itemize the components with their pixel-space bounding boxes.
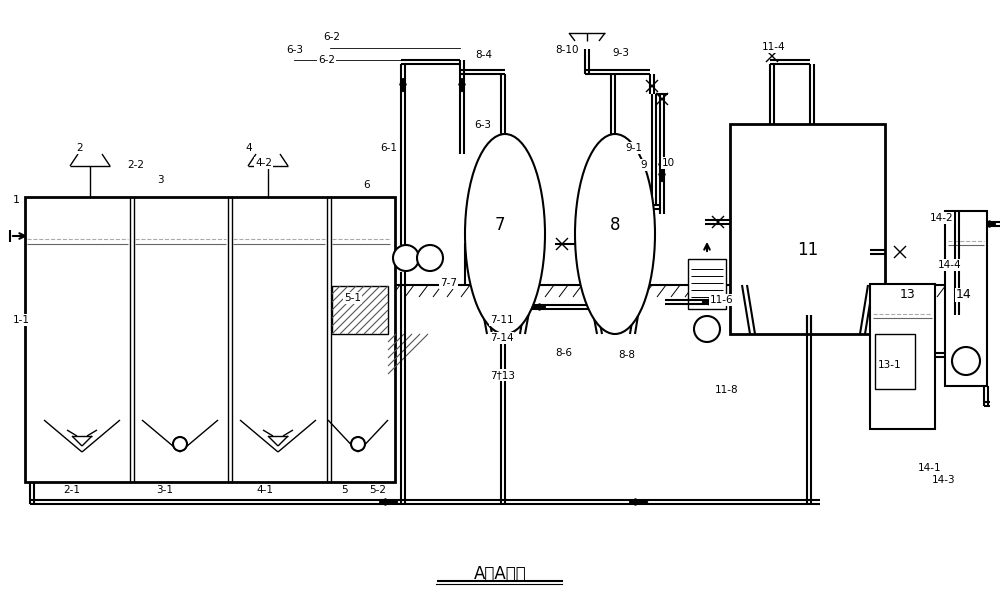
Text: 8-8: 8-8 (618, 350, 635, 360)
Text: 13: 13 (900, 289, 916, 301)
Circle shape (417, 245, 443, 271)
Circle shape (351, 437, 365, 451)
Text: 2-2: 2-2 (127, 160, 144, 170)
Bar (875, 334, 915, 389)
Text: 8-6: 8-6 (555, 348, 572, 358)
Text: 7-14: 7-14 (490, 333, 514, 343)
Text: 6-1: 6-1 (380, 143, 397, 153)
Text: 3: 3 (157, 175, 164, 185)
Bar (870, 284, 935, 429)
Text: 4-2: 4-2 (255, 158, 272, 168)
Circle shape (952, 347, 980, 375)
Text: 8: 8 (610, 216, 620, 234)
Text: 6-2: 6-2 (318, 55, 335, 65)
Text: 11-4: 11-4 (762, 42, 786, 52)
Text: 7-7: 7-7 (440, 278, 457, 288)
Text: A－A剖面: A－A剖面 (474, 565, 526, 583)
Text: 2-1: 2-1 (64, 485, 80, 495)
Text: 5-2: 5-2 (370, 485, 386, 495)
Text: 2: 2 (76, 143, 83, 153)
Bar (25, 197, 395, 482)
Text: 4: 4 (245, 143, 252, 153)
Text: 3-1: 3-1 (156, 485, 174, 495)
Text: 6-2: 6-2 (323, 32, 340, 42)
Text: 10: 10 (662, 158, 675, 168)
Text: 9-1: 9-1 (625, 143, 642, 153)
Circle shape (173, 437, 187, 451)
Text: 11-8: 11-8 (715, 385, 739, 395)
Text: 5-1: 5-1 (344, 293, 361, 303)
Text: 8-10: 8-10 (555, 45, 578, 55)
Bar (945, 211, 987, 386)
Text: 1: 1 (13, 195, 20, 205)
Text: 9-3: 9-3 (612, 48, 629, 58)
Text: 14: 14 (956, 289, 972, 301)
Circle shape (393, 245, 419, 271)
Text: 8-4: 8-4 (475, 50, 492, 60)
Ellipse shape (575, 134, 655, 334)
Circle shape (694, 316, 720, 342)
Text: 6-3: 6-3 (474, 120, 491, 130)
Bar (332, 286, 388, 334)
Text: 11: 11 (797, 241, 819, 259)
Bar (688, 259, 726, 309)
Text: 7†13: 7†13 (490, 370, 515, 380)
Text: 6-3: 6-3 (286, 45, 303, 55)
Text: 14-1: 14-1 (918, 463, 942, 473)
Text: 11-6: 11-6 (710, 295, 734, 305)
Text: 7: 7 (495, 216, 505, 234)
Text: 9: 9 (640, 160, 647, 170)
Text: 7-11: 7-11 (490, 315, 514, 325)
Text: 14-3: 14-3 (932, 475, 956, 485)
Text: 13-1: 13-1 (878, 360, 902, 370)
Text: 6: 6 (363, 180, 370, 190)
Ellipse shape (465, 134, 545, 334)
Text: 14-4: 14-4 (938, 260, 962, 270)
Bar (332, 286, 388, 334)
Text: 14-2: 14-2 (930, 213, 954, 223)
Text: 4-1: 4-1 (256, 485, 274, 495)
Text: 1-1: 1-1 (13, 315, 30, 325)
Text: 5: 5 (342, 485, 348, 495)
Bar (730, 124, 885, 334)
